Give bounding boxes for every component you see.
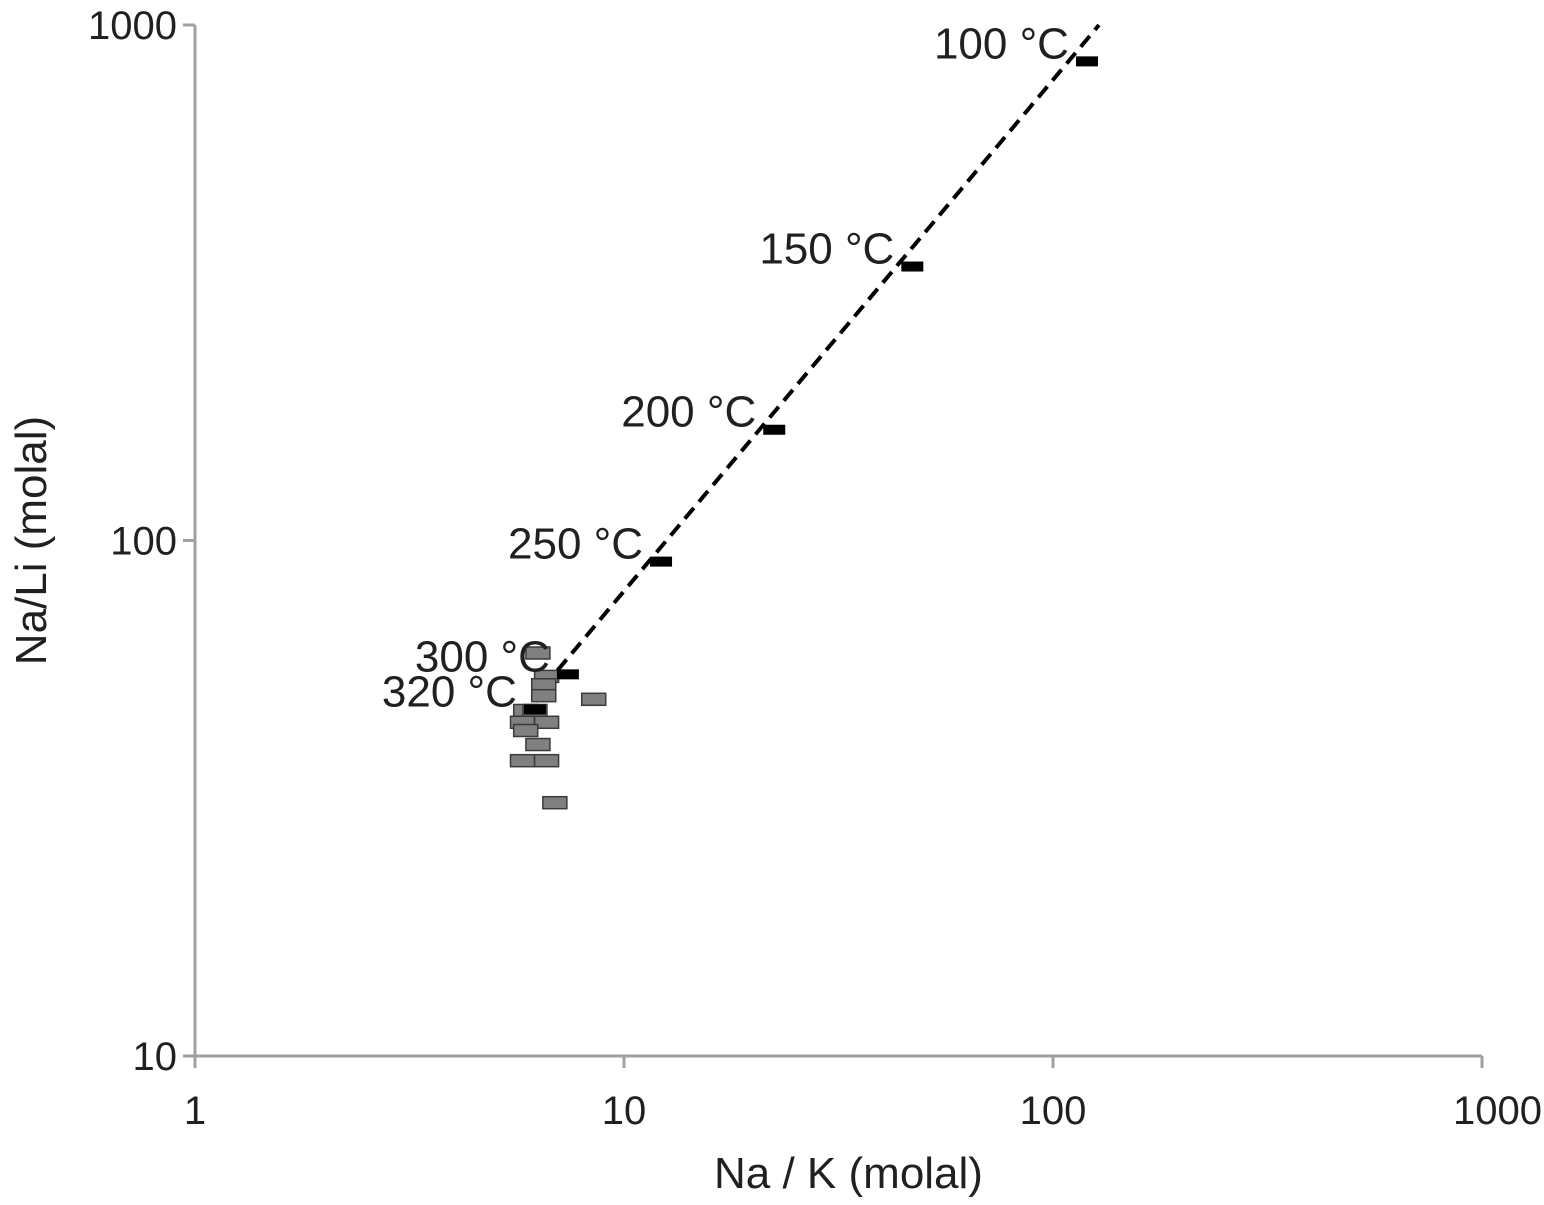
y-axis-title: Na/Li (molal)	[7, 416, 56, 665]
y-tick-label: 100	[110, 520, 177, 564]
temperature-label: 300 °C	[415, 632, 550, 681]
temperature-label: 320 °C	[382, 668, 517, 717]
dashed-trendline	[556, 23, 1101, 672]
x-tick-label: 10	[602, 1089, 647, 1133]
temperature-marker	[523, 704, 546, 715]
temperature-label: 200 °C	[621, 388, 756, 437]
data-point	[530, 688, 557, 703]
temperature-label: 250 °C	[508, 520, 643, 569]
data-point	[580, 692, 607, 707]
temperature-marker	[1075, 56, 1098, 67]
temperature-marker	[556, 669, 579, 680]
x-axis-title: Na / K (molal)	[714, 1149, 983, 1198]
temperature-marker	[763, 424, 786, 435]
temperature-label: 100 °C	[934, 19, 1069, 68]
x-tick-label: 1	[184, 1089, 206, 1133]
points-group	[509, 56, 1098, 810]
x-tick-label: 1000	[1453, 1089, 1542, 1133]
temperature-marker	[650, 556, 673, 567]
y-tick-label: 10	[133, 1035, 178, 1079]
y-tick-label: 1000	[88, 4, 177, 48]
temperature-label: 150 °C	[759, 225, 894, 274]
data-point	[509, 753, 536, 768]
data-point	[533, 715, 560, 730]
data-point	[533, 753, 560, 768]
data-point	[525, 646, 551, 660]
x-tick-label: 100	[1020, 1089, 1087, 1133]
trendline-group	[556, 23, 1101, 672]
data-point	[525, 737, 551, 752]
data-point	[512, 723, 539, 738]
data-point	[542, 795, 568, 810]
temperature-marker	[901, 261, 924, 272]
